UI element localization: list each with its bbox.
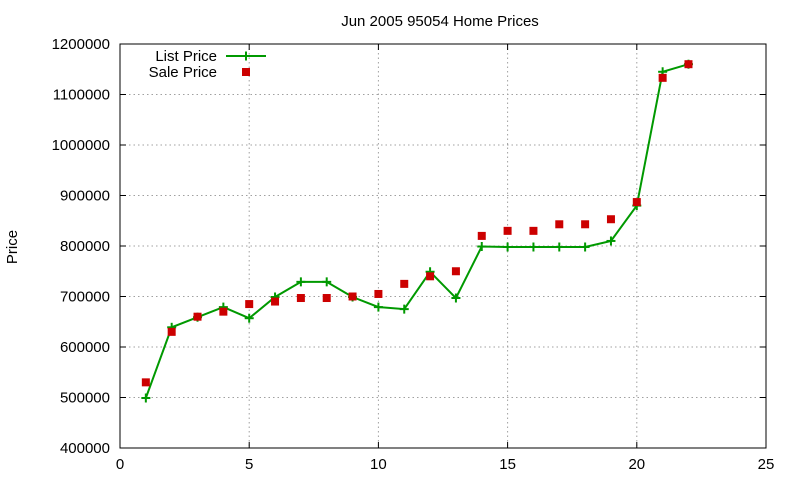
sale-price-point	[271, 297, 280, 306]
y-tick-label: 1100000	[53, 87, 110, 104]
sale-price-point	[167, 327, 176, 336]
x-tick-label: 5	[245, 456, 253, 473]
sale-price-point	[374, 289, 383, 298]
sale-price-point	[348, 292, 357, 301]
sale-price-point	[477, 231, 486, 240]
y-tick-label: 700000	[60, 289, 110, 306]
list-price-point	[606, 236, 616, 246]
sale-price-point	[219, 307, 228, 316]
list-price-point	[580, 242, 590, 252]
sale-price-point	[529, 226, 538, 235]
sale-price-point	[141, 378, 150, 387]
chart-title: Jun 2005 95054 Home Prices	[341, 13, 539, 30]
legend-label-list-price: List Price	[155, 48, 217, 65]
y-tick-label: 400000	[60, 440, 110, 457]
list-price-point	[141, 393, 151, 403]
list-price-point	[451, 293, 461, 303]
list-price-point	[244, 313, 254, 323]
sale-price-point	[245, 300, 254, 309]
x-tick-label: 15	[499, 456, 516, 473]
sale-price-point	[684, 60, 693, 69]
legend: List Price Sale Price	[149, 48, 266, 81]
legend-swatch-sale-price	[242, 68, 250, 76]
x-tick-label: 0	[116, 456, 124, 473]
y-tick-label: 1200000	[52, 36, 110, 53]
list-price-point	[373, 302, 383, 312]
list-price-point	[322, 277, 332, 287]
series-layer	[141, 59, 693, 403]
list-price-point	[503, 242, 513, 252]
list-price-point	[554, 242, 564, 252]
axis-layer: 0 5 10 15 20 25 400000 500000 600000 700000 800000…	[52, 36, 775, 473]
list-price-point	[528, 242, 538, 252]
y-axis-label: Price	[4, 230, 21, 264]
y-tick-label: 900000	[60, 188, 110, 205]
grid-layer	[120, 44, 766, 448]
sale-price-point	[426, 272, 435, 281]
list-price-point	[296, 277, 306, 287]
sale-price-point	[555, 220, 564, 229]
sale-price-point	[322, 294, 331, 303]
sale-price-point	[451, 267, 460, 276]
sale-price-point	[632, 198, 641, 207]
sale-price-point	[658, 73, 667, 82]
x-tick-label: 20	[628, 456, 645, 473]
list-price-point	[399, 304, 409, 314]
list-price-point	[477, 242, 487, 252]
legend-label-sale-price: Sale Price	[149, 64, 217, 81]
list-price-line	[144, 63, 689, 399]
sale-price-point	[606, 215, 615, 224]
x-tick-label: 25	[758, 456, 775, 473]
y-tick-label: 500000	[60, 390, 110, 407]
y-tick-label: 1000000	[52, 137, 110, 154]
x-tick-label: 10	[370, 456, 387, 473]
y-tick-label: 800000	[60, 238, 110, 255]
sale-price-point	[193, 312, 202, 321]
sale-price-point	[296, 294, 305, 303]
sale-price-point	[503, 226, 512, 235]
y-tick-label: 600000	[60, 339, 110, 356]
sale-price-point	[581, 220, 590, 229]
sale-price-point	[400, 279, 409, 288]
legend-swatches	[226, 51, 266, 76]
